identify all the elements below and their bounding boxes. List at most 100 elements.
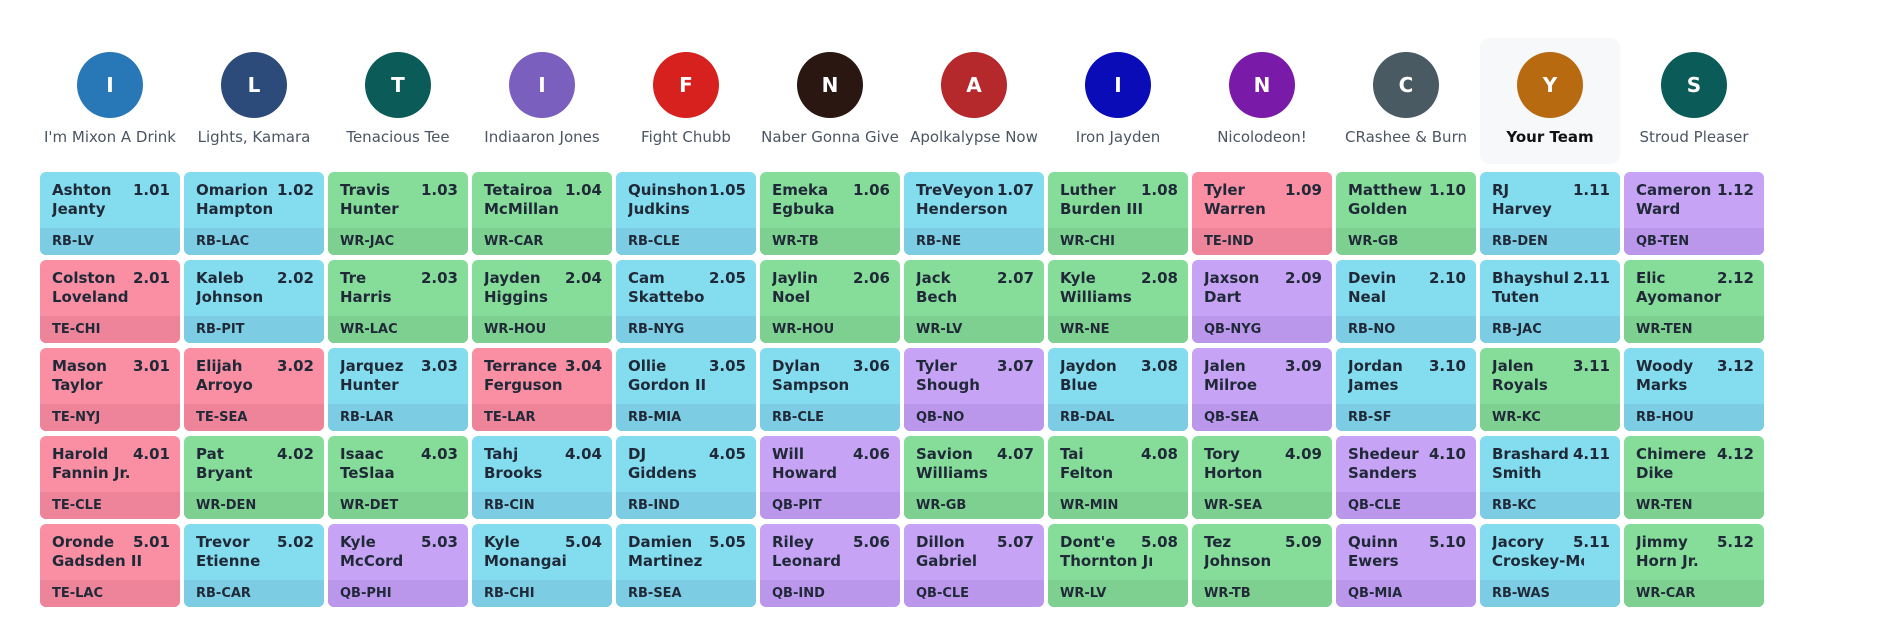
pick-card[interactable]: Jaydon Blue 3.08 RB-DAL: [1048, 348, 1188, 431]
pick-card[interactable]: Kaleb Johnson 2.02 RB-PIT: [184, 260, 324, 343]
pick-number: 5.04: [564, 533, 602, 551]
pick-card[interactable]: Chimere Dike 4.12 WR-TEN: [1624, 436, 1764, 519]
pick-card[interactable]: Trevor Etienne 5.02 RB-CAR: [184, 524, 324, 607]
player-last-name: Shough: [916, 376, 980, 394]
pick-card[interactable]: Jack Bech 2.07 WR-LV: [904, 260, 1044, 343]
pick-card[interactable]: Dillon Gabriel 5.07 QB-CLE: [904, 524, 1044, 607]
pick-card[interactable]: Damien Martinez 5.05 RB-SEA: [616, 524, 756, 607]
team-avatar[interactable]: N: [1229, 52, 1295, 118]
pick-card[interactable]: Dont'e Thornton Jr. 5.08 WR-LV: [1048, 524, 1188, 607]
pick-card[interactable]: Luther Burden III 1.08 WR-CHI: [1048, 172, 1188, 255]
pick-card[interactable]: Isaac TeSlaa 4.03 WR-DET: [328, 436, 468, 519]
player-name: Tahj Brooks: [484, 445, 576, 483]
pick-card[interactable]: Terrance Ferguson 3.04 TE-LAR: [472, 348, 612, 431]
team-column-header[interactable]: I I'm Mixon A Drink: [40, 38, 180, 164]
pick-card[interactable]: Cameron Ward 1.12 QB-TEN: [1624, 172, 1764, 255]
pick-card[interactable]: Oronde Gadsden II 5.01 TE-LAC: [40, 524, 180, 607]
team-column-header[interactable]: F Fight Chubb: [616, 38, 756, 164]
pick-card[interactable]: Tre Harris 2.03 WR-LAC: [328, 260, 468, 343]
pick-card[interactable]: Matthew Golden 1.10 WR-GB: [1336, 172, 1476, 255]
pick-card[interactable]: TreVeyon Henderson 1.07 RB-NE: [904, 172, 1044, 255]
pick-card[interactable]: Cam Skattebo 2.05 RB-NYG: [616, 260, 756, 343]
pick-card[interactable]: Tyler Warren 1.09 TE-IND: [1192, 172, 1332, 255]
player-last-name: Royals: [1492, 376, 1548, 394]
pick-card[interactable]: Elic Ayomanor 2.12 WR-TEN: [1624, 260, 1764, 343]
player-last-name: Hampton: [196, 200, 274, 218]
pick-card[interactable]: Jaylin Noel 2.06 WR-HOU: [760, 260, 900, 343]
pick-number: 3.04: [564, 357, 602, 375]
pick-card[interactable]: Woody Marks 3.12 RB-HOU: [1624, 348, 1764, 431]
team-column-header[interactable]: T Tenacious Tee: [328, 38, 468, 164]
pick-card[interactable]: Jalen Royals 3.11 WR-KC: [1480, 348, 1620, 431]
team-avatar[interactable]: I: [509, 52, 575, 118]
pick-card[interactable]: Emeka Egbuka 1.06 WR-TB: [760, 172, 900, 255]
pick-card[interactable]: Kyle Williams 2.08 WR-NE: [1048, 260, 1188, 343]
pick-card[interactable]: Quinn Ewers 5.10 QB-MIA: [1336, 524, 1476, 607]
player-first-name: Jimmy: [1636, 533, 1688, 551]
pick-card[interactable]: Savion Williams 4.07 WR-GB: [904, 436, 1044, 519]
team-column-header[interactable]: N Naber Gonna Give: [760, 38, 900, 164]
pick-number: 2.05: [708, 269, 746, 287]
team-column-header[interactable]: I Iron Jayden: [1048, 38, 1188, 164]
pick-card[interactable]: Shedeur Sanders 4.10 QB-CLE: [1336, 436, 1476, 519]
pick-card[interactable]: Bhayshul Tuten 2.11 RB-JAC: [1480, 260, 1620, 343]
pick-card[interactable]: Dylan Sampson 3.06 RB-CLE: [760, 348, 900, 431]
position-team-tag: WR-HOU: [760, 316, 900, 343]
pick-card[interactable]: RJ Harvey 1.11 RB-DEN: [1480, 172, 1620, 255]
pick-card[interactable]: Jaxson Dart 2.09 QB-NYG: [1192, 260, 1332, 343]
pick-number: 2.09: [1284, 269, 1322, 287]
pick-card[interactable]: Ashton Jeanty 1.01 RB-LV: [40, 172, 180, 255]
pick-card[interactable]: Tetairoa McMillan 1.04 WR-CAR: [472, 172, 612, 255]
pick-card[interactable]: Omarion Hampton 1.02 RB-LAC: [184, 172, 324, 255]
pick-card[interactable]: Colston Loveland 2.01 TE-CHI: [40, 260, 180, 343]
pick-card[interactable]: DJ Giddens 4.05 RB-IND: [616, 436, 756, 519]
pick-card[interactable]: Jarquez Hunter 3.03 RB-LAR: [328, 348, 468, 431]
pick-card[interactable]: Tahj Brooks 4.04 RB-CIN: [472, 436, 612, 519]
pick-card[interactable]: Brashard Smith 4.11 RB-KC: [1480, 436, 1620, 519]
team-column-header[interactable]: A Apolkalypse Now: [904, 38, 1044, 164]
pick-card[interactable]: Quinshon Judkins 1.05 RB-CLE: [616, 172, 756, 255]
player-last-name: TeSlaa: [340, 464, 395, 482]
position-team-tag: RB-NYG: [616, 316, 756, 343]
pick-card[interactable]: Jalen Milroe 3.09 QB-SEA: [1192, 348, 1332, 431]
pick-card[interactable]: Mason Taylor 3.01 TE-NYJ: [40, 348, 180, 431]
pick-card[interactable]: Pat Bryant 4.02 WR-DEN: [184, 436, 324, 519]
pick-card[interactable]: Kyle McCord 5.03 QB-PHI: [328, 524, 468, 607]
team-avatar[interactable]: A: [941, 52, 1007, 118]
pick-card[interactable]: Jimmy Horn Jr. 5.12 WR-CAR: [1624, 524, 1764, 607]
pick-card[interactable]: Tory Horton 4.09 WR-SEA: [1192, 436, 1332, 519]
team-avatar[interactable]: T: [365, 52, 431, 118]
team-avatar[interactable]: I: [77, 52, 143, 118]
pick-card[interactable]: Jordan James 3.10 RB-SF: [1336, 348, 1476, 431]
team-column-header[interactable]: I Indiaaron Jones: [472, 38, 612, 164]
pick-card[interactable]: Tai Felton 4.08 WR-MIN: [1048, 436, 1188, 519]
pick-card[interactable]: Tyler Shough 3.07 QB-NO: [904, 348, 1044, 431]
team-avatar[interactable]: Y: [1517, 52, 1583, 118]
team-avatar[interactable]: S: [1661, 52, 1727, 118]
position-team-tag: TE-IND: [1192, 228, 1332, 255]
team-avatar[interactable]: L: [221, 52, 287, 118]
player-first-name: Jacory: [1492, 533, 1545, 551]
pick-card[interactable]: Jayden Higgins 2.04 WR-HOU: [472, 260, 612, 343]
team-avatar[interactable]: I: [1085, 52, 1151, 118]
team-column-header[interactable]: C CRashee & Burn: [1336, 38, 1476, 164]
pick-card[interactable]: Will Howard 4.06 QB-PIT: [760, 436, 900, 519]
team-avatar[interactable]: N: [797, 52, 863, 118]
pick-card[interactable]: Tez Johnson 5.09 WR-TB: [1192, 524, 1332, 607]
pick-card[interactable]: Elijah Arroyo 3.02 TE-SEA: [184, 348, 324, 431]
team-column-header[interactable]: N Nicolodeon!: [1192, 38, 1332, 164]
team-column-header[interactable]: L Lights, Kamara: [184, 38, 324, 164]
pick-card[interactable]: Devin Neal 2.10 RB-NO: [1336, 260, 1476, 343]
pick-card[interactable]: Ollie Gordon II 3.05 RB-MIA: [616, 348, 756, 431]
pick-card[interactable]: Riley Leonard 5.06 QB-IND: [760, 524, 900, 607]
pick-card[interactable]: Harold Fannin Jr. 4.01 TE-CLE: [40, 436, 180, 519]
team-column-header[interactable]: Y Your Team: [1480, 38, 1620, 164]
pick-card[interactable]: Travis Hunter 1.03 WR-JAC: [328, 172, 468, 255]
team-column-header[interactable]: S Stroud Pleaser: [1624, 38, 1764, 164]
team-avatar[interactable]: C: [1373, 52, 1439, 118]
pick-card[interactable]: Kyle Monangai 5.04 RB-CHI: [472, 524, 612, 607]
team-header-row: I I'm Mixon A Drink L Lights, Kamara T Tenaci…: [40, 38, 1780, 164]
team-avatar[interactable]: F: [653, 52, 719, 118]
player-last-name: Higgins: [484, 288, 548, 306]
